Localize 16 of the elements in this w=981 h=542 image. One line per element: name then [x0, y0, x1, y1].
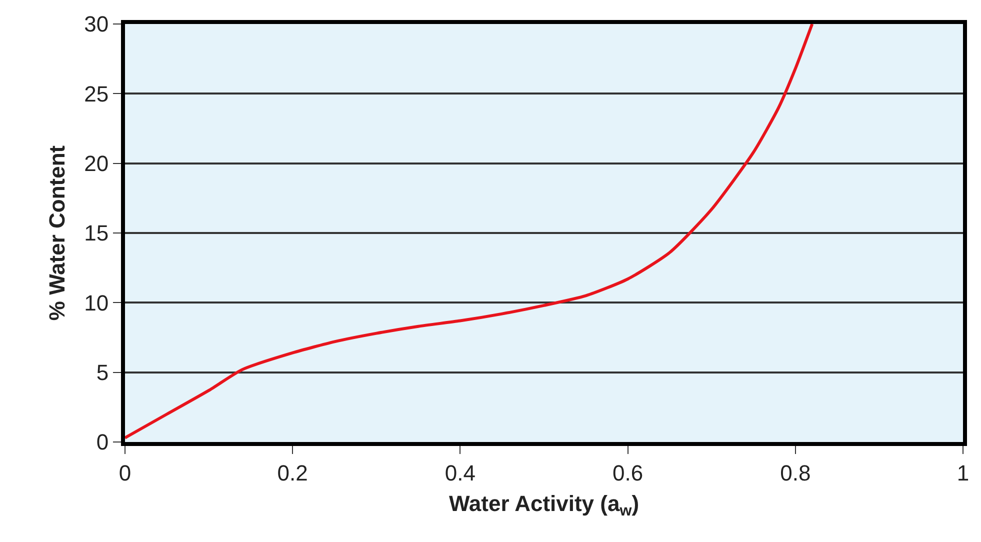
x-tick-label: 1	[956, 460, 970, 486]
y-tick-label: 10	[84, 290, 109, 316]
x-tick-label: 0.6	[612, 460, 644, 486]
y-tick-label: 20	[84, 151, 109, 176]
line-series	[125, 24, 814, 440]
y-tick-label: 15	[84, 220, 109, 246]
y-axis-title: % Water Content	[44, 144, 70, 321]
x-tick-label: 0.4	[444, 460, 476, 486]
x-tick-label: 0.8	[780, 460, 811, 486]
x-tick-label: 0.2	[277, 460, 308, 486]
x-axis-title: Water Activity (a$_{w}$)	[448, 490, 640, 520]
x-tick-label: 0	[118, 460, 132, 486]
y-tick-label: 25	[84, 81, 109, 106]
y-tick-label: 5	[96, 360, 109, 386]
y-tick-label: 30	[84, 12, 109, 37]
y-tick-label: 0	[96, 430, 109, 455]
